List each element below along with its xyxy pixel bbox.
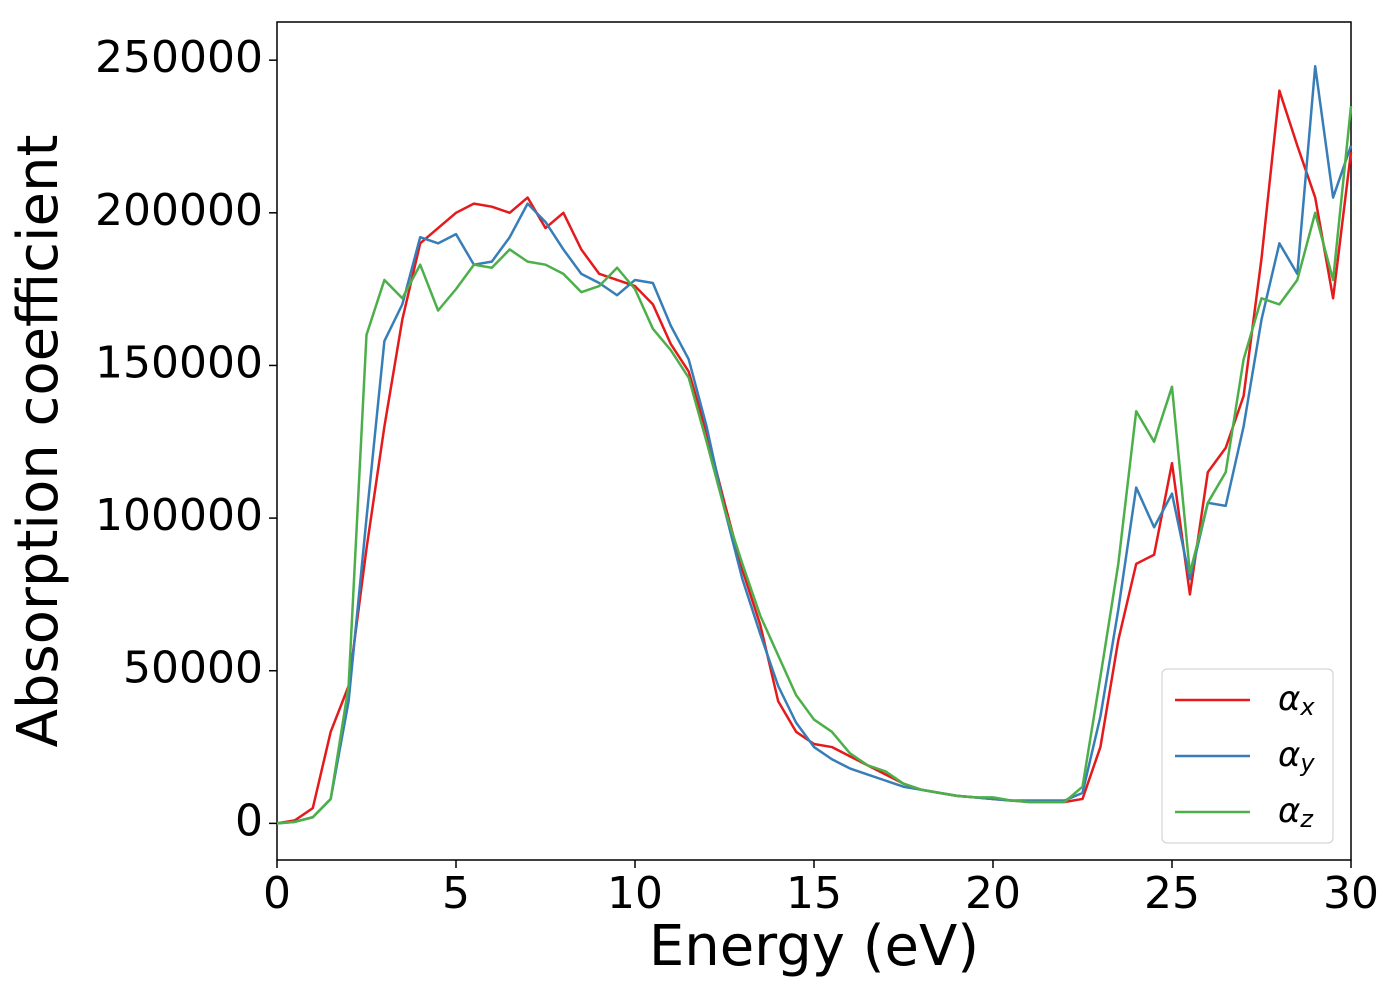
series-line: [276, 65, 1353, 825]
series-line: [276, 89, 1353, 825]
legend-label: αx: [1278, 679, 1315, 722]
y-tick-label: 50000: [123, 643, 263, 694]
x-axis-label: Energy (eV): [649, 914, 979, 979]
y-tick-label: 0: [235, 795, 263, 846]
legend-label: αz: [1278, 791, 1314, 834]
x-tick-label: 5: [442, 868, 470, 919]
x-tick-label: 20: [965, 868, 1021, 919]
y-tick-label: 250000: [95, 32, 263, 83]
x-tick-label: 10: [607, 868, 663, 919]
y-tick-label: 200000: [95, 185, 263, 236]
x-tick-label: 15: [786, 868, 842, 919]
x-tick-label: 0: [263, 868, 291, 919]
series-line: [276, 105, 1353, 825]
y-tick-label: 100000: [95, 490, 263, 541]
x-tick-label: 25: [1144, 868, 1200, 919]
legend-label: αy: [1278, 735, 1315, 778]
y-tick-label: 150000: [95, 337, 263, 388]
y-axis-label: Absorption coefficient: [6, 135, 71, 748]
x-tick-label: 30: [1323, 868, 1379, 919]
